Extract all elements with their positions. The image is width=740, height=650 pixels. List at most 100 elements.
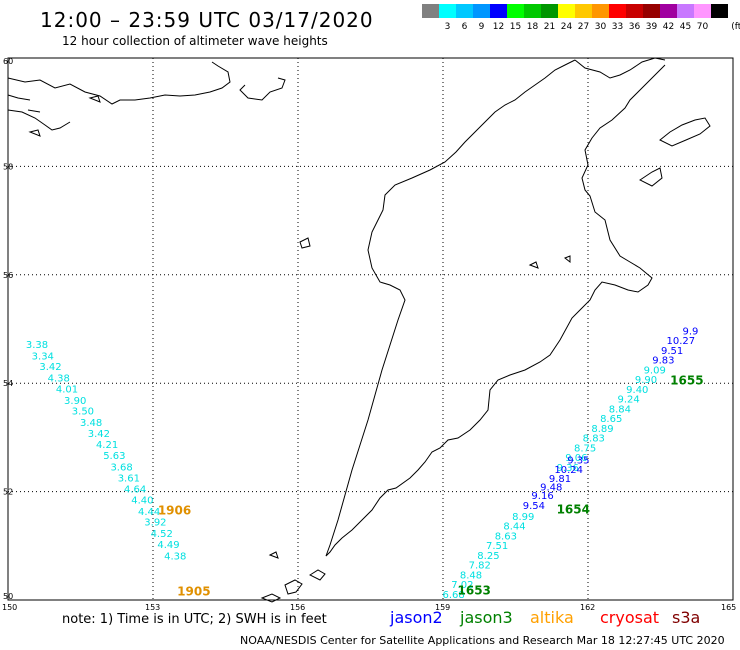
scale-swatch — [490, 4, 507, 18]
island-karaginsky — [639, 167, 663, 187]
wave-height-value: 8.25 — [477, 551, 499, 562]
scale-label: 9 — [478, 22, 485, 32]
lon-tick-label: 153 — [145, 603, 160, 612]
wave-height-value: 8.83 — [583, 434, 605, 445]
commander-islands — [659, 117, 711, 147]
scale-label: 6 — [461, 22, 468, 32]
scale-label: 21 — [543, 22, 556, 32]
scale-label: 15 — [509, 22, 522, 32]
scale-label: 12 — [492, 22, 505, 32]
scale-label: 18 — [526, 22, 539, 32]
wave-height-value: 4.44 — [138, 507, 160, 518]
scale-swatch — [439, 4, 456, 18]
scale-swatch — [558, 4, 575, 18]
pass-time-label: 1654 — [557, 502, 590, 516]
wave-height-value: 3.42 — [88, 429, 110, 440]
wave-height-value: 4.01 — [56, 384, 78, 395]
lat-tick-label: 58 — [3, 162, 13, 171]
kuril-island-3 — [260, 593, 282, 603]
axis-labels: 60 58 56 54 52 50 150 153 156 159 162 165 — [2, 57, 736, 612]
map-title: 12:00 – 23:59 UTC 03/17/2020 — [40, 8, 374, 32]
wave-height-value: 4.38 — [164, 551, 186, 562]
lat-tick-label: 52 — [3, 488, 13, 497]
wave-height-value: 9.09 — [644, 365, 666, 376]
footer-note: note: 1) Time is in UTC; 2) SWH is in fe… — [62, 612, 327, 627]
scale-swatch — [524, 4, 541, 18]
okhotsk-coast-west — [7, 94, 71, 131]
pass-time-label: 1905 — [177, 585, 210, 599]
wave-height-value: 4.52 — [151, 529, 173, 540]
scale-swatch — [473, 4, 490, 18]
wave-height-value: 4.64 — [124, 485, 146, 496]
scale-label: 70 — [696, 22, 709, 32]
small-island-north-2 — [28, 129, 41, 137]
wave-height-value: 4.21 — [96, 440, 118, 451]
satellite-legend-item: cryosat — [600, 608, 660, 627]
lon-tick-label: 165 — [721, 603, 736, 612]
scale-swatch — [711, 4, 728, 18]
scale-swatch — [677, 4, 694, 18]
scale-label: 24 — [560, 22, 573, 32]
scale-label: 42 — [662, 22, 675, 32]
wave-height-value: 9.51 — [661, 346, 683, 357]
pass-time-label: 1906 — [158, 503, 191, 517]
wave-height-value: 9.35 — [567, 455, 589, 466]
wave-height-value: 7.51 — [486, 541, 508, 552]
wave-height-value: 8.89 — [591, 424, 613, 435]
scale-swatch — [643, 4, 660, 18]
small-island-east-2 — [564, 255, 571, 264]
lat-tick-label: 56 — [3, 271, 13, 280]
satellite-legend-item: jason3 — [460, 608, 513, 627]
scale-swatch — [541, 4, 558, 18]
small-island-north-1 — [88, 95, 101, 103]
lat-lon-grid — [7, 57, 734, 601]
wave-height-value: 9.40 — [626, 385, 648, 396]
scale-label: 33 — [611, 22, 624, 32]
wave-height-value: 9.36 — [557, 463, 579, 474]
wave-height-value: 8.75 — [574, 443, 596, 454]
wave-height-value: 8.84 — [609, 404, 631, 415]
west-kamchatka-coast — [574, 57, 666, 79]
wave-height-value: 3.42 — [39, 362, 61, 373]
wave-height-value: 6.68 — [443, 590, 465, 601]
pass-time-label: 1655 — [670, 373, 703, 387]
scale-label: 39 — [645, 22, 658, 32]
wave-height-value: 3.92 — [144, 518, 166, 529]
footer-credit: NOAA/NESDIS Center for Satellite Applica… — [240, 634, 725, 647]
lat-tick-label: 60 — [3, 57, 13, 66]
wave-height-value: 3.61 — [118, 473, 140, 484]
wave-height-value: 4.38 — [48, 374, 70, 385]
wave-height-value: 9.9 — [683, 326, 699, 337]
pass-time-labels: 1906 1905 1653 1654 1655 — [158, 373, 704, 598]
lon-tick-label: 156 — [290, 603, 305, 612]
map-frame — [7, 57, 734, 601]
scale-swatch — [592, 4, 609, 18]
wave-height-value: 7.02 — [451, 580, 473, 591]
scale-swatch — [660, 4, 677, 18]
scale-swatch — [694, 4, 711, 18]
wave-height-value: 3.48 — [80, 418, 102, 429]
wave-height-value: 8.63 — [495, 531, 517, 542]
scale-unit: (ft) — [731, 22, 740, 32]
scale-swatch — [626, 4, 643, 18]
wave-height-value: 3.90 — [64, 396, 86, 407]
scale-label: 30 — [594, 22, 607, 32]
satellite-tracks: 3.383.343.424.384.013.903.503.483.424.21… — [26, 326, 699, 600]
lon-tick-label: 162 — [580, 603, 595, 612]
wave-height-value: 9.06 — [565, 453, 587, 464]
scale-label: 36 — [628, 22, 641, 32]
satellite-legend-item: s3a — [672, 608, 701, 627]
wave-height-value: 8.65 — [600, 414, 622, 425]
wave-height-value: 10.24 — [554, 465, 583, 476]
kuril-island-4 — [268, 551, 279, 559]
pass-time-label: 1653 — [458, 584, 491, 598]
small-island-east-1 — [528, 261, 539, 269]
satellite-legend-item: jason2 — [390, 608, 443, 627]
kuril-island-1 — [308, 569, 326, 581]
lon-tick-label: 159 — [435, 603, 450, 612]
map-subtitle: 12 hour collection of altimeter wave hei… — [62, 34, 328, 48]
wave-height-value: 7.82 — [469, 561, 491, 572]
lat-tick-label: 50 — [3, 592, 13, 601]
scale-label: 45 — [679, 22, 692, 32]
